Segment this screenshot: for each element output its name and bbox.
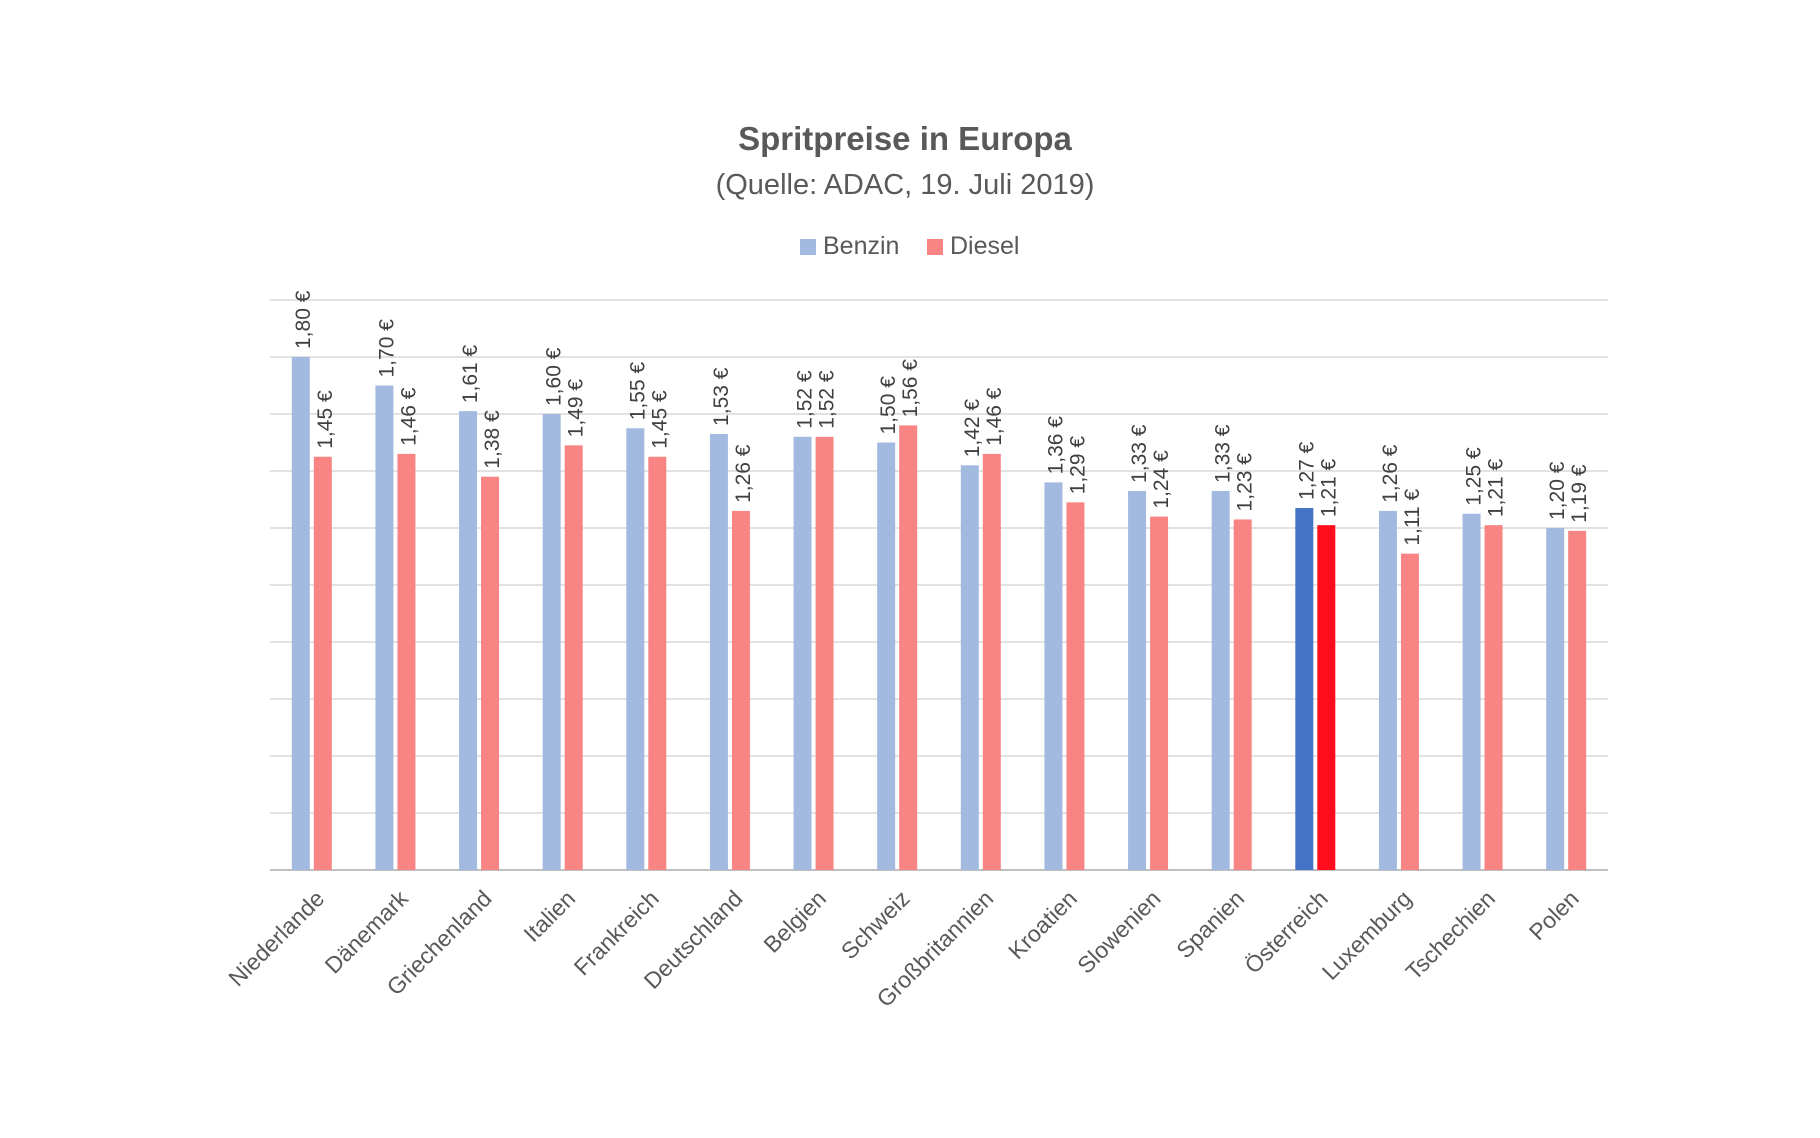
data-label-diesel-belgien: 1,52 € — [816, 370, 839, 429]
bar-benzin-polen — [1546, 528, 1565, 870]
bar-diesel-frankreich — [648, 456, 667, 870]
data-label-diesel-niederlande: 1,45 € — [314, 390, 337, 449]
data-label-diesel-slowenien: 1,24 € — [1150, 450, 1173, 509]
bar-diesel-daenemark — [397, 453, 416, 870]
chart-subtitle: (Quelle: ADAC, 19. Juli 2019) — [716, 169, 1095, 201]
bar-diesel-slowenien — [1150, 516, 1169, 870]
bar-diesel-polen — [1568, 530, 1587, 870]
data-labels: 1,80 € 1,45 € 1,70 € 1,46 € 1,61 € 1,38 € 1,60… — [292, 290, 1591, 545]
data-label-benzin-griechenland: 1,61 € — [459, 344, 482, 403]
bar-diesel-belgien — [815, 436, 834, 870]
data-label-benzin-polen: 1,20 € — [1546, 461, 1569, 520]
data-label-benzin-oesterreich: 1,27 € — [1295, 441, 1318, 500]
data-label-diesel-tschechien: 1,21 € — [1485, 458, 1508, 517]
bar-benzin-schweiz — [877, 442, 896, 870]
category-label-italien: Italien — [518, 885, 580, 947]
bar-benzin-griechenland — [459, 411, 478, 870]
data-label-diesel-daenemark: 1,46 € — [397, 387, 420, 446]
bar-benzin-grossbritannien — [960, 465, 979, 870]
bar-diesel-deutschland — [731, 510, 750, 870]
category-label-spanien: Spanien — [1171, 885, 1249, 963]
data-label-benzin-kroatien: 1,36 € — [1044, 416, 1067, 475]
bar-benzin-deutschland — [709, 433, 728, 870]
data-label-benzin-tschechien: 1,25 € — [1463, 447, 1486, 506]
bar-benzin-luxemburg — [1378, 510, 1397, 870]
category-label-tschechien: Tschechien — [1400, 885, 1500, 985]
legend-label-diesel: Diesel — [950, 232, 1019, 260]
data-label-diesel-griechenland: 1,38 € — [481, 410, 504, 469]
data-label-benzin-spanien: 1,33 € — [1212, 424, 1235, 483]
data-label-diesel-polen: 1,19 € — [1568, 464, 1591, 523]
legend: Benzin Diesel — [800, 232, 1019, 260]
bar-diesel-italien — [564, 445, 583, 870]
data-label-diesel-schweiz: 1,56 € — [899, 359, 922, 418]
data-label-benzin-niederlande: 1,80 € — [292, 290, 315, 349]
category-label-schweiz: Schweiz — [836, 885, 915, 964]
data-label-diesel-spanien: 1,23 € — [1234, 453, 1257, 512]
category-label-belgien: Belgien — [758, 885, 831, 958]
bar-benzin-kroatien — [1044, 482, 1063, 870]
data-label-diesel-grossbritannien: 1,46 € — [983, 387, 1006, 446]
data-label-diesel-kroatien: 1,29 € — [1066, 436, 1089, 495]
bars — [291, 357, 1587, 870]
category-label-kroatien: Kroatien — [1003, 885, 1082, 964]
data-label-diesel-oesterreich: 1,21 € — [1317, 458, 1340, 517]
data-label-benzin-daenemark: 1,70 € — [375, 319, 398, 378]
category-label-niederlande: Niederlande — [223, 885, 329, 991]
bar-benzin-belgien — [793, 436, 812, 870]
bar-benzin-italien — [542, 414, 561, 870]
legend-label-benzin: Benzin — [823, 232, 899, 260]
data-label-benzin-grossbritannien: 1,42 € — [961, 399, 984, 458]
legend-swatch-benzin — [800, 239, 816, 255]
bar-benzin-oesterreich — [1295, 508, 1314, 870]
bar-benzin-slowenien — [1128, 490, 1147, 870]
bar-diesel-oesterreich — [1317, 525, 1336, 870]
category-label-luxemburg: Luxemburg — [1317, 885, 1417, 985]
data-label-benzin-italien: 1,60 € — [543, 347, 566, 406]
data-label-benzin-slowenien: 1,33 € — [1128, 424, 1151, 483]
data-label-diesel-luxemburg: 1,11 € — [1401, 489, 1424, 546]
bar-diesel-griechenland — [481, 476, 500, 870]
bar-diesel-kroatien — [1066, 502, 1085, 870]
bar-benzin-tschechien — [1462, 513, 1481, 870]
bar-diesel-spanien — [1233, 519, 1252, 870]
bar-benzin-niederlande — [291, 357, 310, 870]
bar-diesel-grossbritannien — [982, 453, 1001, 870]
data-label-benzin-frankreich: 1,55 € — [626, 362, 649, 421]
data-label-benzin-deutschland: 1,53 € — [710, 367, 733, 426]
category-label-polen: Polen — [1524, 885, 1584, 945]
bar-diesel-luxemburg — [1400, 553, 1419, 870]
bar-benzin-frankreich — [626, 428, 645, 870]
data-label-diesel-deutschland: 1,26 € — [732, 444, 755, 503]
data-label-benzin-belgien: 1,52 € — [794, 370, 817, 429]
bar-diesel-niederlande — [313, 456, 332, 870]
bar-benzin-daenemark — [375, 385, 394, 870]
data-label-diesel-italien: 1,49 € — [565, 379, 588, 438]
chart-title: Spritpreise in Europa — [738, 120, 1072, 157]
data-label-diesel-frankreich: 1,45 € — [648, 390, 671, 449]
bar-diesel-tschechien — [1484, 525, 1503, 870]
category-label-slowenien: Slowenien — [1072, 885, 1165, 978]
data-label-benzin-schweiz: 1,50 € — [877, 376, 900, 435]
bar-benzin-spanien — [1211, 490, 1230, 870]
data-label-benzin-luxemburg: 1,26 € — [1379, 444, 1402, 503]
bar-diesel-schweiz — [899, 425, 918, 870]
legend-swatch-diesel — [927, 239, 943, 255]
